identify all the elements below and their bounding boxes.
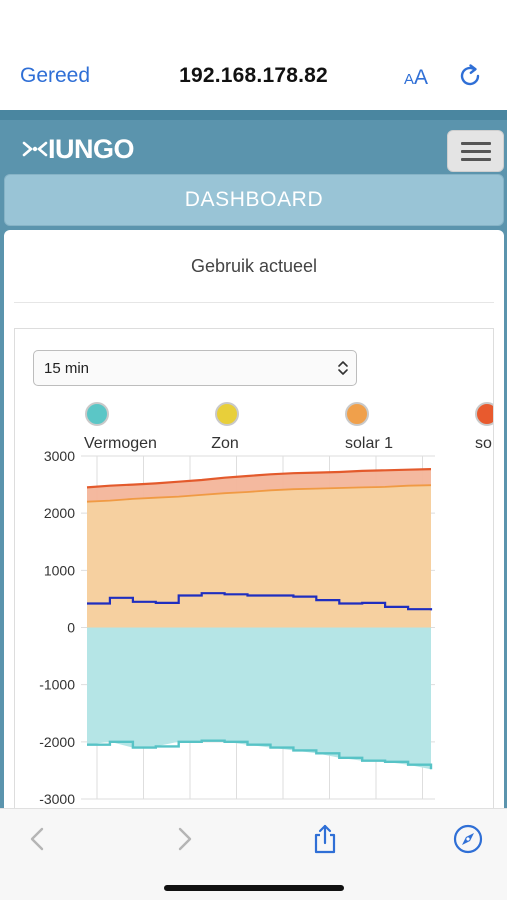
chart-container: 3000 2000 1000 0 -1000 -2000 -3000 Vermogen Zon s…	[14, 328, 494, 808]
legend-marker	[85, 402, 109, 426]
card-divider	[14, 302, 494, 303]
select-chevron-icon	[338, 361, 348, 375]
hamburger-menu-icon[interactable]	[447, 130, 504, 172]
browser-toolbar	[0, 808, 507, 900]
y-tick-label: 2000	[44, 505, 75, 521]
reload-icon[interactable]	[456, 62, 484, 90]
y-tick-label: 1000	[44, 562, 75, 578]
y-tick-label: 3000	[44, 448, 75, 464]
back-icon[interactable]	[22, 823, 54, 855]
text-size-button[interactable]: AA	[404, 66, 428, 90]
logo-mark-icon	[22, 141, 48, 157]
legend-marker	[475, 402, 493, 426]
period-select-value: 15 min	[44, 360, 90, 377]
legend-label: solar 1	[345, 435, 393, 452]
legend-label: Vermogen	[84, 435, 157, 452]
iungo-logo[interactable]: IUNGO	[22, 133, 135, 164]
legend-marker	[215, 402, 239, 426]
series-area-solar-1	[87, 485, 431, 628]
tab-dashboard[interactable]: DASHBOARD	[4, 174, 504, 226]
address-bar[interactable]: 192.168.178.82	[179, 64, 328, 87]
forward-icon[interactable]	[168, 823, 200, 855]
period-select[interactable]: 15 min	[33, 350, 357, 386]
y-tick-label: -2000	[39, 734, 75, 750]
logo-text: IUNGO	[48, 133, 135, 164]
y-tick-label: -3000	[39, 791, 75, 807]
compass-icon[interactable]	[452, 823, 484, 855]
card-title: Gebruik actueel	[190, 256, 318, 276]
tab-dashboard-label: DASHBOARD	[184, 188, 324, 211]
usage-card: Gebruik actueel 3000 2000 1000 0 -1000 -2000 -…	[4, 230, 504, 808]
text-size-small-label: A	[404, 71, 415, 88]
navbar: IUNGO	[0, 120, 507, 174]
series-line-so	[86, 468, 432, 489]
legend-label: Zon	[211, 435, 239, 452]
page-top-strip	[0, 110, 507, 120]
y-tick-label: 0	[67, 620, 75, 636]
usage-chart: 3000 2000 1000 0 -1000 -2000 -3000 Vermogen Zon s…	[39, 402, 493, 807]
text-size-large-label: A	[414, 66, 429, 89]
share-icon[interactable]	[309, 823, 341, 855]
legend-label: so	[475, 435, 492, 452]
home-indicator	[164, 885, 344, 891]
series-line-vermogen	[87, 739, 433, 770]
series-area-vermogen	[87, 627, 431, 770]
browser-top-bar: Gereed 192.168.178.82 AA	[0, 0, 507, 110]
legend-marker	[345, 402, 369, 426]
series-line-blue	[87, 592, 433, 611]
y-tick-label: -1000	[39, 677, 75, 693]
web-page: IUNGO DASHBOARD Gebruik actueel 3000 2000…	[0, 110, 507, 808]
series-line-solar-1	[86, 484, 432, 503]
done-button[interactable]: Gereed	[20, 64, 91, 87]
series-area-so	[87, 469, 431, 502]
